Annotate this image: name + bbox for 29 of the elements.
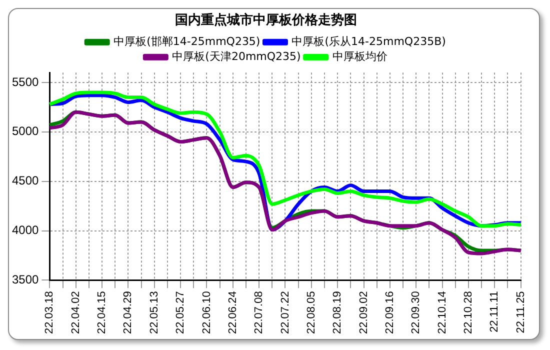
x-tick-label: 22.07.22 [279, 291, 292, 334]
legend-label: 中厚板均价 [332, 50, 388, 63]
y-tick-label: 5000 [12, 124, 40, 138]
y-tick-label: 5500 [12, 74, 40, 89]
x-tick-label: 22.04.02 [70, 291, 82, 334]
x-tick-label: 22.08.05 [305, 291, 318, 334]
x-tick-label: 22.03.18 [44, 291, 56, 334]
x-tick-label: 22.04.29 [122, 291, 134, 334]
x-tick-label: 22.09.16 [384, 291, 396, 334]
x-tick-label: 22.05.13 [148, 291, 160, 334]
legend-label: 中厚板(邯郸14-25mmQ235) [114, 34, 260, 48]
y-tick-label: 3500 [12, 272, 40, 286]
legend-label: 中厚板(乐从14-25mmQ235B) [292, 34, 446, 48]
x-tick-label: 22.11.11 [488, 291, 501, 332]
x-tick-label: 22.06.10 [200, 291, 213, 334]
x-tick-label: 22.05.27 [174, 291, 187, 334]
x-tick-label: 22.04.15 [96, 291, 108, 334]
x-tick-label: 22.10.14 [436, 291, 448, 334]
x-tick-label: 22.10.28 [462, 291, 474, 334]
x-tick-label: 22.11.25 [514, 291, 527, 334]
x-tick-label: 22.06.24 [226, 291, 239, 334]
x-tick-label: 22.07.08 [253, 291, 266, 334]
x-tick-label: 22.09.02 [358, 291, 370, 334]
y-tick-label: 4000 [12, 223, 40, 238]
y-tick-label: 4500 [12, 174, 40, 188]
x-tick-label: 22.09.30 [410, 291, 422, 334]
legend-label: 中厚板(天津20mmQ235) [172, 50, 301, 63]
chart-title: 国内重点城市中厚板价格走势图 [175, 12, 357, 28]
x-tick-label: 22.08.19 [332, 291, 344, 334]
